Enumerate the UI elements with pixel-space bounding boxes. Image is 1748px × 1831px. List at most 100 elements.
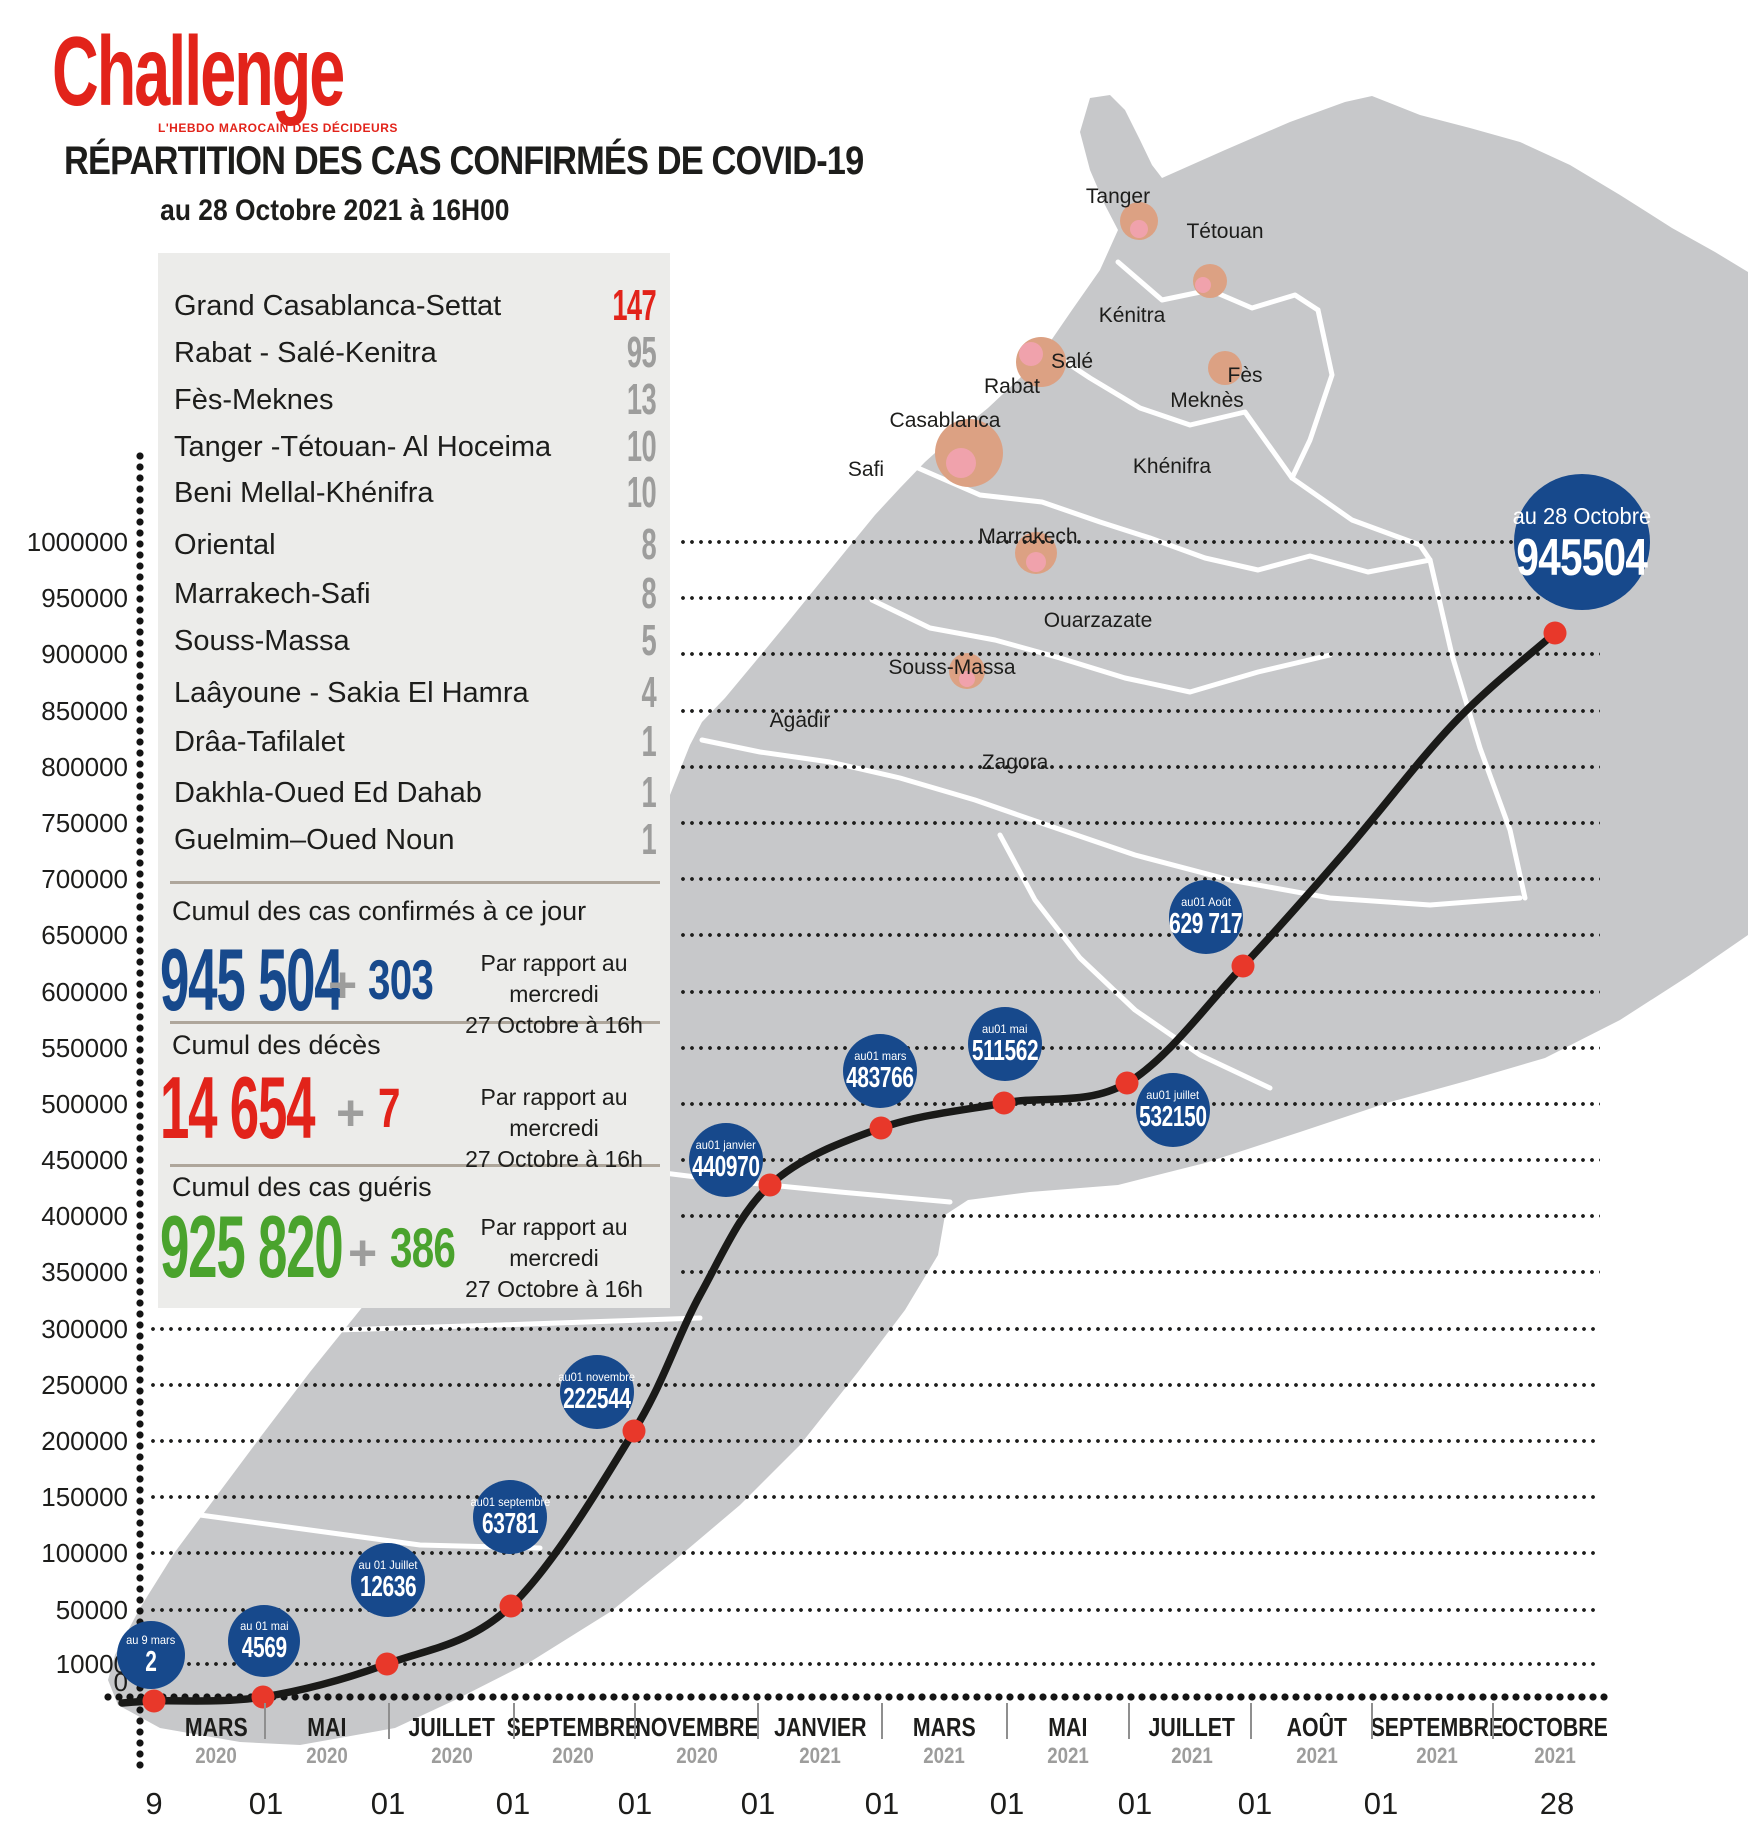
stat-note: Par rapport au mercredi 27 Octobre à 16h — [438, 948, 670, 1041]
page-subtitle: au 28 Octobre 2021 à 16H00 — [160, 194, 510, 227]
month-name: JUILLET — [408, 1712, 496, 1742]
region-name: Guelmim–Oued Noun — [174, 824, 455, 856]
month-tick — [634, 1703, 636, 1739]
y-axis-label: 250000 — [41, 1370, 128, 1400]
month-tick — [1128, 1703, 1130, 1739]
x-axis-day: 01 — [740, 1786, 776, 1821]
x-axis-day: 01 — [495, 1786, 531, 1821]
region-row: Drâa-Tafilalet 1 — [0, 720, 670, 768]
city-label: Kénitra — [1098, 304, 1166, 327]
gridline — [680, 820, 1600, 826]
y-axis-label: 50000 — [55, 1595, 128, 1625]
data-point-badge: au01 septembre 63781 — [470, 1480, 550, 1554]
badge-value: 440970 — [692, 1151, 760, 1183]
stat-note-line2: 27 Octobre à 16h — [465, 1012, 643, 1038]
y-axis-label: 500000 — [41, 1089, 128, 1119]
y-axis-label: 450000 — [41, 1145, 128, 1175]
data-point-badge: au01 Août 629 717 — [1169, 880, 1243, 954]
badge-value: 2 — [145, 1646, 157, 1678]
page-title: RÉPARTITION DES CAS CONFIRMÉS DE COVID-1… — [64, 139, 864, 183]
month-name: OCTOBRE — [1501, 1712, 1609, 1742]
region-case-count: 147 — [612, 281, 656, 330]
month-name: JUILLET — [1148, 1712, 1236, 1742]
region-case-count: 4 — [641, 668, 656, 717]
badge-date-label: au01 septembre — [470, 1495, 550, 1509]
region-name: Tanger -Tétouan- Al Hoceima — [174, 431, 552, 463]
y-axis-label: 600000 — [41, 977, 128, 1007]
plus-sign: + — [348, 1225, 378, 1281]
month-name: AOÛT — [1286, 1712, 1348, 1742]
city-label: Marrakech — [978, 525, 1078, 548]
badge-date-label: au 9 mars — [126, 1633, 176, 1647]
case-bubble — [1208, 351, 1242, 385]
region-name: Souss-Massa — [174, 625, 350, 657]
case-bubble-highlight — [1019, 342, 1043, 366]
x-axis-day: 28 — [1539, 1786, 1575, 1821]
region-row: Laâyoune - Sakia El Hamra 4 — [0, 671, 670, 719]
region-case-count: 8 — [641, 569, 656, 618]
month-year: 2020 — [306, 1743, 348, 1768]
x-axis-month: MARS 2021 — [854, 1712, 1034, 1769]
badge-value: 629 717 — [1169, 908, 1243, 940]
badge-date-label: au01 mai — [982, 1022, 1028, 1036]
y-axis-label: 850000 — [41, 696, 128, 726]
badge-date-label: au01 juillet — [1146, 1088, 1200, 1102]
region-case-count: 10 — [626, 468, 657, 517]
month-name: SEPTEMBRE — [506, 1712, 640, 1742]
data-point-badge: au01 novembre 222544 — [559, 1355, 635, 1429]
stat-value: 14 654 — [160, 1058, 315, 1157]
x-axis-month: AOÛT 2021 — [1227, 1712, 1407, 1769]
stat-note-line1: Par rapport au mercredi — [480, 1214, 628, 1271]
gridline — [150, 1438, 1600, 1444]
y-axis-label: 800000 — [41, 752, 128, 782]
month-tick — [1371, 1703, 1373, 1739]
region-case-count: 13 — [626, 375, 657, 424]
data-point-badge: au01 janvier 440970 — [689, 1123, 763, 1197]
y-axis-label: 400000 — [41, 1201, 128, 1231]
data-point-badge: au01 juillet 532150 — [1136, 1073, 1210, 1147]
region-row: Tanger -Tétouan- Al Hoceima 10 — [0, 425, 670, 473]
region-case-count: 1 — [641, 815, 656, 864]
city-label: Casablanca — [889, 409, 1001, 432]
city-label: Ouarzazate — [1043, 609, 1153, 632]
gridline — [680, 1213, 1600, 1219]
badge-date-label: au01 janvier — [695, 1138, 757, 1152]
city-label: Agadir — [769, 709, 831, 732]
x-axis-month: MAI 2021 — [978, 1712, 1158, 1769]
region-name: Laâyoune - Sakia El Hamra — [174, 677, 529, 709]
region-name: Beni Mellal-Khénifra — [174, 477, 434, 509]
x-axis-month: SEPTEMBRE 2021 — [1347, 1712, 1527, 1769]
y-axis-label: 350000 — [41, 1257, 128, 1287]
badge-value: 511562 — [971, 1035, 1039, 1067]
badge-value: 532150 — [1139, 1101, 1207, 1133]
region-name: Marrakech-Safi — [174, 578, 371, 610]
region-name: Oriental — [174, 529, 276, 561]
city-label: Safi — [847, 458, 885, 481]
challenge-logo: Challenge — [52, 16, 345, 126]
divider — [170, 1164, 660, 1167]
data-point-badge: au 01 mai 4569 — [228, 1605, 300, 1677]
badge-date-label: au01 Août — [1181, 895, 1231, 909]
month-tick — [881, 1703, 883, 1739]
stat-note: Par rapport au mercredi 27 Octobre à 16h — [438, 1082, 670, 1175]
y-axis-label: 900000 — [41, 639, 128, 669]
city-label: Tétouan — [1186, 220, 1264, 243]
gridline — [680, 651, 1600, 657]
y-axis-label: 750000 — [41, 808, 128, 838]
region-name: Dakhla-Oued Ed Dahab — [174, 777, 482, 809]
x-axis-day: 01 — [617, 1786, 653, 1821]
stat-value: 925 820 — [160, 1197, 344, 1296]
badge-value: 945504 — [1516, 529, 1648, 587]
city-label: Zagora — [981, 751, 1049, 774]
x-axis-month: MARS 2020 — [126, 1712, 306, 1769]
month-tick — [513, 1703, 515, 1739]
region-row: Guelmim–Oued Noun 1 — [0, 818, 670, 866]
badge-value: 222544 — [563, 1383, 631, 1415]
y-axis-label: 10000 — [55, 1649, 128, 1679]
summary-panel — [158, 253, 670, 1308]
plus-sign: + — [328, 957, 358, 1013]
region-name: Grand Casablanca-Settat — [174, 290, 502, 322]
month-year: 2021 — [1047, 1743, 1089, 1768]
badge-date-label: au 01 Juillet — [358, 1558, 418, 1572]
